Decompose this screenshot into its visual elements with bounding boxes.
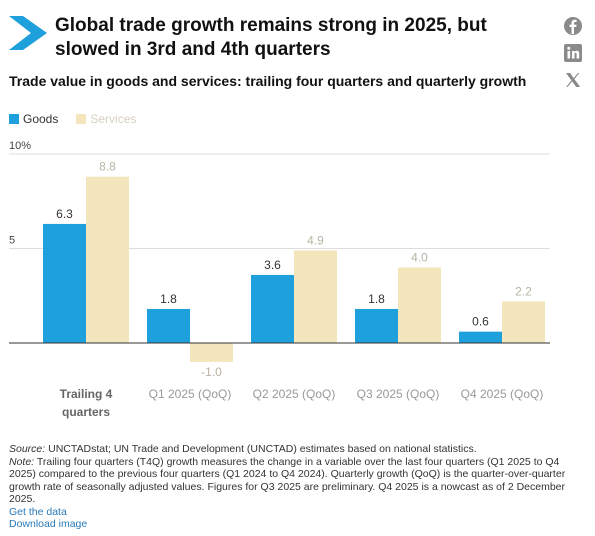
x-icon[interactable] (563, 70, 583, 90)
data-label-goods: 1.8 (368, 292, 385, 306)
chart-subtitle: Trade value in goods and services: trail… (9, 73, 527, 89)
source-prefix: Source: (9, 443, 46, 455)
source-text: Source: UNCTADstat; UN Trade and Develop… (9, 443, 584, 456)
x-tick-label: Q3 2025 (QoQ) (357, 387, 440, 401)
legend-item-services: Services (76, 112, 136, 126)
x-tick-label: Trailing 4 (60, 387, 113, 401)
bar-goods (251, 274, 294, 343)
bar-goods (355, 308, 398, 343)
bar-goods (459, 331, 502, 343)
chart-title: Global trade growth remains strong in 20… (55, 15, 487, 60)
chart-footer: Source: UNCTADstat; UN Trade and Develop… (9, 443, 584, 531)
chart-legend: Goods Services (9, 112, 154, 126)
x-tick-label: Q4 2025 (QoQ) (461, 387, 544, 401)
legend-item-goods: Goods (9, 112, 58, 126)
bar-chart: 10% 5 6.3 8.8 Trailing 4 quarters 1.8 -1.0 Q1 20… (9, 140, 550, 419)
bar-services (86, 176, 129, 343)
note-prefix: Note: (9, 455, 35, 468)
note-body: Trailing four quarters (T4Q) growth meas… (9, 455, 566, 506)
data-label-services: 4.9 (307, 233, 324, 247)
x-tick-label: Q1 2025 (QoQ) (149, 387, 232, 401)
legend-swatch-goods (9, 114, 19, 124)
bar-services (294, 250, 337, 343)
note-text: Note: Trailing four quarters (T4Q) growt… (9, 456, 584, 506)
data-label-goods: 0.6 (472, 315, 489, 329)
bar-services (502, 301, 545, 343)
bar-services (398, 267, 441, 343)
legend-label-services: Services (90, 112, 137, 126)
unctad-logo-icon (9, 16, 47, 50)
x-tick-label: quarters (62, 405, 110, 419)
legend-swatch-services (76, 114, 87, 124)
data-label-services: 2.2 (515, 284, 532, 298)
data-label-goods: 6.3 (56, 207, 73, 221)
data-label-services: -1.0 (201, 365, 222, 379)
data-label-services: 4.0 (411, 250, 428, 264)
bar-goods (147, 308, 190, 343)
data-label-goods: 1.8 (160, 292, 177, 306)
y-tick-label: 5 (9, 235, 15, 247)
bar-goods (43, 223, 86, 343)
get-data-link[interactable]: Get the data (9, 505, 67, 518)
x-tick-label: Q2 2025 (QoQ) (253, 387, 336, 401)
legend-label-goods: Goods (23, 112, 59, 126)
download-image-link[interactable]: Download image (9, 518, 88, 530)
bar-services (190, 343, 233, 362)
y-tick-label: 10% (9, 140, 31, 152)
source-body: UNCTADstat; UN Trade and Development (UN… (45, 443, 477, 455)
facebook-icon[interactable] (563, 16, 583, 36)
linkedin-icon[interactable] (563, 43, 583, 63)
data-label-services: 8.8 (99, 160, 116, 174)
data-label-goods: 3.6 (264, 258, 281, 272)
